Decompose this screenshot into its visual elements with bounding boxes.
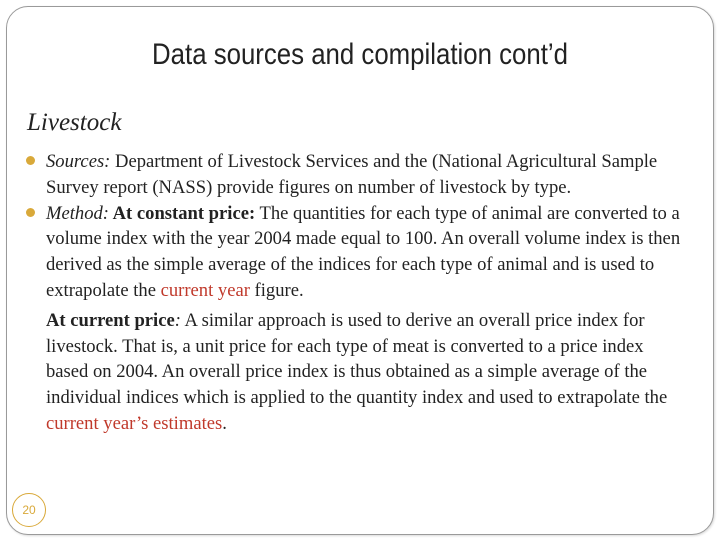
bullet-dot-icon: [26, 156, 35, 165]
current-price-text-end: .: [222, 412, 227, 434]
slide-content: Sources: Department of Livestock Service…: [22, 149, 690, 437]
method-label: Method:: [46, 202, 109, 224]
current-price-colon: :: [174, 309, 181, 331]
current-price-paragraph: At current price: A similar approach is …: [22, 308, 690, 437]
current-year-highlight: current year: [160, 279, 250, 301]
constant-price-text: The quantities for each type of animal a…: [46, 202, 681, 301]
sources-label: Sources:: [46, 151, 111, 172]
section-heading: Livestock: [27, 109, 122, 136]
current-price-text: A similar approach is used to derive an …: [46, 309, 668, 409]
sources-text: Department of Livestock Services and the…: [46, 151, 658, 198]
current-price-label: At current price: [46, 309, 175, 331]
current-year-estimates-highlight: current year’s estimates: [46, 412, 223, 434]
slide-frame: [6, 6, 714, 535]
page-number-badge: 20: [12, 493, 46, 527]
bullet-sources: Sources: Department of Livestock Service…: [22, 149, 690, 201]
constant-price-label: At constant price:: [109, 202, 256, 224]
bullet-method: Method: At constant price: The quantitie…: [22, 201, 690, 304]
constant-price-text-end: figure.: [249, 279, 304, 301]
slide-title: Data sources and compilation cont’d: [152, 38, 568, 71]
bullet-dot-icon: [26, 207, 35, 217]
